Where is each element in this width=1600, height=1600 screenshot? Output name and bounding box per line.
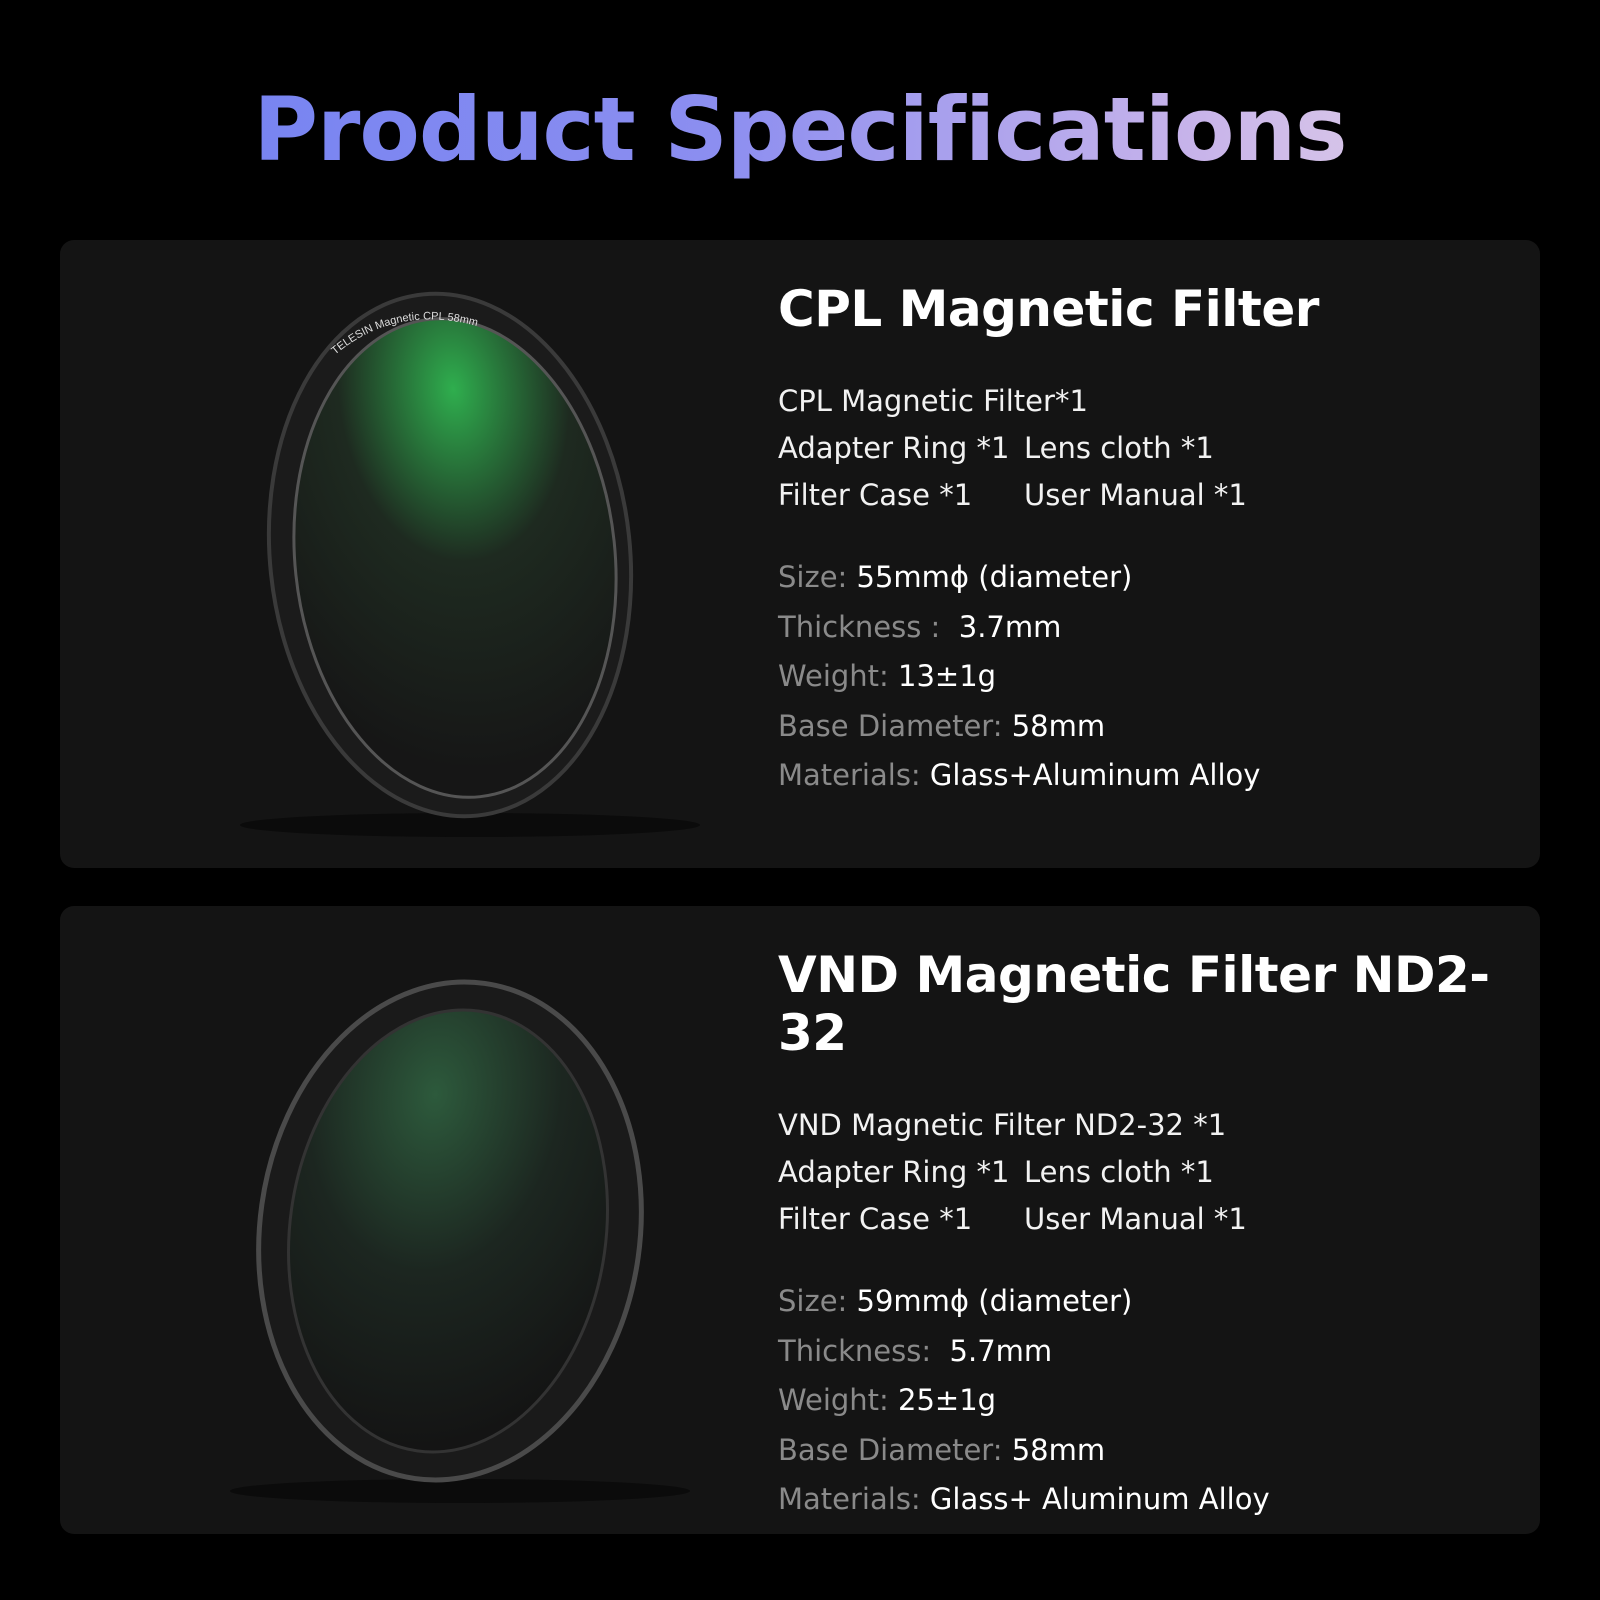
product-card-cpl: TELESIN Magnetic CPL 58mm CPL Magnetic F… (60, 240, 1540, 868)
spec-weight: Weight: 25±1g (778, 1383, 997, 1417)
spec-materials: Materials: Glass+ Aluminum Alloy (778, 1482, 1270, 1516)
include-item: Filter Case *1 (778, 1202, 973, 1236)
vnd-filter-image (230, 979, 690, 1503)
spec-base-diameter: Base Diameter: 58mm (778, 708, 1106, 743)
include-item: VND Magnetic Filter ND2-32 *1 (778, 1108, 1227, 1142)
spec-weight: Weight: 13±1g (778, 659, 997, 693)
product-title: VND Magnetic Filter ND2-32 (778, 946, 1490, 1062)
package-contents: VND Magnetic Filter ND2-32 *1 Adapter Ri… (778, 1102, 1540, 1243)
product-card-vnd: VND Magnetic Filter ND2-32 VND Magnetic … (60, 906, 1540, 1534)
include-item: Adapter Ring *1 (778, 1155, 1010, 1189)
product-title: CPL Magnetic Filter (778, 280, 1319, 338)
cpl-filter-image: TELESIN Magnetic CPL 58mm (240, 291, 700, 837)
spec-thickness: Thickness : 3.7mm (778, 609, 1062, 644)
include-item: Adapter Ring *1 (778, 431, 1010, 465)
spec-materials: Materials: Glass+Aluminum Alloy (778, 758, 1261, 792)
include-item: CPL Magnetic Filter*1 (778, 384, 1088, 418)
spec-base-diameter: Base Diameter: 58mm (778, 1432, 1106, 1467)
spec-list: Size: 55mmϕ (diameter) Thickness : 3.7mm… (778, 553, 1319, 801)
spec-list: Size: 59mmϕ (diameter) Thickness: 5.7mm … (778, 1277, 1540, 1525)
include-item: User Manual *1 (1024, 1202, 1247, 1236)
include-item: User Manual *1 (1024, 478, 1247, 512)
page-title: Product Specifications (0, 78, 1600, 181)
spec-size: Size: 55mmϕ (diameter) (778, 560, 1133, 594)
package-contents: CPL Magnetic Filter*1 Adapter Ring *1 Len… (778, 378, 1319, 519)
include-item: Filter Case *1 (778, 478, 973, 512)
include-item: Lens cloth *1 (1024, 431, 1214, 465)
spec-thickness: Thickness: 5.7mm (778, 1333, 1053, 1368)
spec-size: Size: 59mmϕ (diameter) (778, 1284, 1133, 1318)
include-item: Lens cloth *1 (1024, 1155, 1214, 1189)
